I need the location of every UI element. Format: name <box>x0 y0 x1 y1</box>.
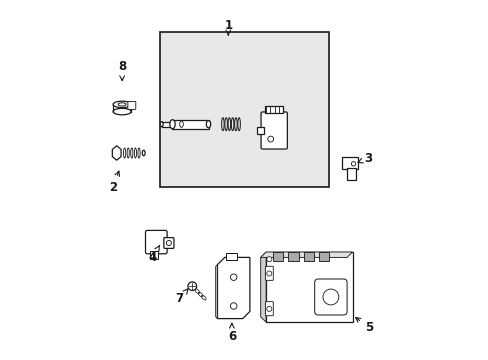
Bar <box>257 127 263 134</box>
Bar <box>265 252 352 322</box>
Ellipse shape <box>142 150 145 156</box>
Text: 2: 2 <box>109 171 119 194</box>
Bar <box>149 251 153 259</box>
Bar <box>341 157 357 169</box>
Circle shape <box>266 257 271 262</box>
Polygon shape <box>217 257 249 319</box>
Ellipse shape <box>169 120 175 129</box>
Bar <box>273 252 283 261</box>
Bar <box>226 253 237 260</box>
Polygon shape <box>260 252 265 322</box>
Bar <box>265 106 283 113</box>
FancyBboxPatch shape <box>265 266 273 280</box>
Bar <box>346 168 355 180</box>
Ellipse shape <box>113 101 131 108</box>
Circle shape <box>166 240 171 246</box>
FancyBboxPatch shape <box>261 112 287 149</box>
Circle shape <box>230 274 237 280</box>
Circle shape <box>267 136 273 142</box>
Text: 4: 4 <box>148 246 159 264</box>
Polygon shape <box>260 252 352 257</box>
Bar <box>154 251 158 259</box>
Circle shape <box>230 303 237 309</box>
Text: 8: 8 <box>118 60 126 81</box>
Bar <box>288 252 298 261</box>
Polygon shape <box>112 146 121 160</box>
Polygon shape <box>215 265 217 319</box>
Bar <box>172 120 208 129</box>
Circle shape <box>266 271 271 276</box>
Ellipse shape <box>206 121 210 128</box>
FancyBboxPatch shape <box>163 238 174 248</box>
Ellipse shape <box>118 103 126 106</box>
Circle shape <box>351 162 355 166</box>
Ellipse shape <box>113 108 131 115</box>
Bar <box>303 252 313 261</box>
Text: 3: 3 <box>357 152 372 165</box>
Circle shape <box>187 282 196 291</box>
Circle shape <box>266 306 271 311</box>
Ellipse shape <box>160 122 163 127</box>
Text: 7: 7 <box>175 288 188 305</box>
Text: 5: 5 <box>355 318 372 334</box>
FancyBboxPatch shape <box>127 102 136 109</box>
Circle shape <box>322 289 338 305</box>
FancyBboxPatch shape <box>145 230 167 254</box>
Bar <box>160 32 328 187</box>
FancyBboxPatch shape <box>314 279 346 315</box>
Ellipse shape <box>179 121 183 127</box>
Text: 6: 6 <box>227 323 236 343</box>
Text: 1: 1 <box>224 19 232 35</box>
Bar <box>318 252 328 261</box>
Bar <box>162 122 172 127</box>
FancyBboxPatch shape <box>265 302 273 316</box>
